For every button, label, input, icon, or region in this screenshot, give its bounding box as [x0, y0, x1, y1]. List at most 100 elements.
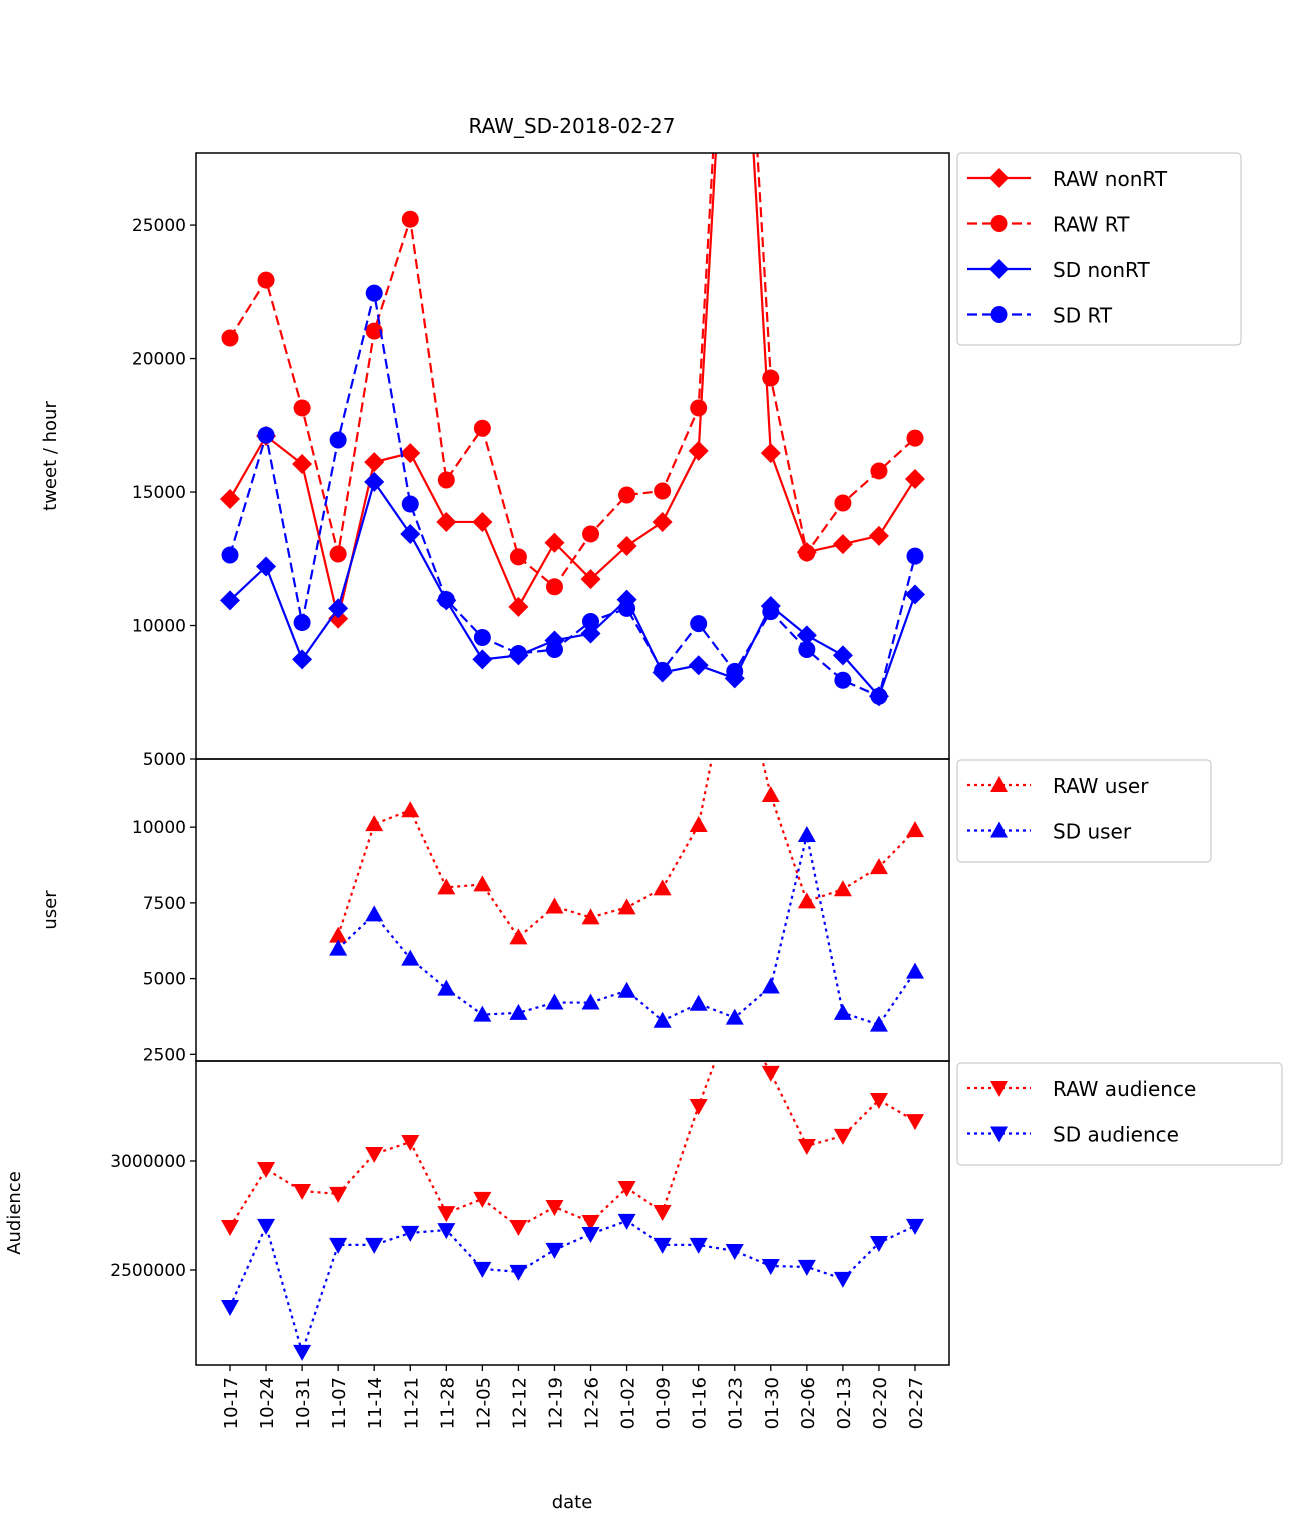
y-axis-label: Audience: [4, 1171, 25, 1255]
data-point: [257, 271, 275, 289]
y-tick-label: 10000: [132, 617, 186, 637]
data-point: [834, 671, 852, 689]
data-point: [617, 898, 636, 915]
legend-marker: [990, 821, 1008, 838]
data-point: [365, 322, 383, 340]
data-point: [616, 535, 637, 556]
data-point: [726, 662, 744, 680]
y-tick-label: 15000: [132, 483, 186, 503]
data-point: [725, 1008, 744, 1025]
legend-frame: [956, 759, 1212, 863]
data-point: [906, 1218, 924, 1235]
data-point: [436, 511, 457, 532]
data-point: [833, 880, 852, 897]
x-tick-label: 12-12: [509, 1377, 530, 1429]
plot-frame: [195, 758, 950, 1062]
data-point: [761, 977, 780, 994]
x-tick-label: 12-26: [582, 1377, 603, 1429]
legend-frame: [956, 152, 1242, 346]
x-tick-label: 11-14: [365, 1377, 386, 1429]
data-point: [365, 905, 384, 922]
data-point: [293, 614, 311, 632]
data-point: [870, 462, 888, 480]
legend-marker: [990, 1081, 1008, 1097]
data-point: [545, 897, 564, 914]
legend-marker: [989, 168, 1009, 188]
data-point: [689, 1099, 708, 1116]
data-point: [401, 1225, 420, 1242]
data-point: [401, 1135, 420, 1152]
legend-entry: SD audience: [967, 1123, 1179, 1147]
data-point: [761, 1259, 780, 1276]
data-point: [760, 443, 781, 464]
x-tick-label: 02-06: [798, 1377, 819, 1429]
data-point: [221, 1220, 239, 1237]
series-line: [229, 479, 917, 699]
data-point: [257, 426, 275, 444]
data-point: [797, 826, 816, 843]
data-point: [869, 1015, 888, 1032]
series-sd-rt: [221, 284, 924, 705]
x-tick-label: 01-30: [762, 1377, 783, 1429]
y-tick-label: 2500000: [110, 1261, 186, 1281]
x-tick-label: 01-16: [690, 1377, 711, 1429]
series-line: [229, 153, 916, 589]
data-point: [833, 1128, 852, 1145]
data-point: [906, 1114, 924, 1131]
y-axis-label: tweet / hour: [40, 401, 61, 511]
data-point: [509, 548, 527, 566]
data-point: [220, 590, 240, 611]
data-point: [364, 452, 385, 473]
data-point: [257, 1218, 276, 1235]
legend-label: RAW RT: [1053, 213, 1130, 237]
data-point: [329, 926, 348, 943]
legend-label: SD nonRT: [1053, 258, 1150, 282]
series-sd-audience: [221, 1213, 924, 1361]
data-point: [582, 525, 600, 543]
data-point: [725, 1244, 744, 1261]
data-point: [798, 641, 816, 659]
data-point: [580, 569, 601, 590]
legend-entry: RAW audience: [967, 1077, 1196, 1101]
series-line: [228, 292, 917, 698]
legend-frame: [956, 1062, 1283, 1166]
y-tick-label: 7500: [143, 894, 186, 914]
legend-marker: [990, 1126, 1008, 1143]
data-point: [797, 1138, 816, 1155]
data-point: [832, 534, 853, 555]
data-point: [797, 892, 816, 909]
data-point: [688, 655, 709, 676]
data-point: [473, 1261, 492, 1278]
legend-label: RAW nonRT: [1053, 167, 1168, 191]
data-point: [401, 949, 420, 966]
data-point: [472, 511, 493, 532]
y-tick-label: 25000: [132, 216, 186, 236]
data-point: [834, 494, 852, 512]
data-point: [581, 993, 600, 1010]
data-point: [437, 1206, 456, 1223]
data-point: [868, 525, 889, 546]
data-point: [365, 1237, 384, 1254]
data-point: [653, 1237, 672, 1254]
data-point: [437, 979, 456, 996]
series-raw-rt: [221, 153, 924, 596]
y-tick-label: 20000: [132, 350, 186, 370]
legend-label: RAW user: [1053, 774, 1149, 798]
plot-frame: [195, 1060, 950, 1366]
x-tick-label: 11-21: [401, 1377, 422, 1429]
legend-marker: [990, 306, 1008, 323]
legend-entry: SD user: [967, 820, 1132, 844]
data-point: [221, 329, 239, 347]
data-point: [437, 591, 455, 609]
data-point: [545, 1242, 564, 1259]
data-point: [509, 645, 527, 663]
data-point: [905, 584, 925, 605]
legend-label: SD RT: [1053, 304, 1113, 328]
data-point: [365, 1147, 384, 1164]
data-point: [545, 641, 563, 659]
data-point: [653, 879, 672, 896]
legend-label: SD user: [1053, 820, 1132, 844]
x-tick-label: 02-27: [906, 1377, 927, 1429]
data-point: [544, 532, 565, 553]
data-point: [221, 546, 239, 564]
